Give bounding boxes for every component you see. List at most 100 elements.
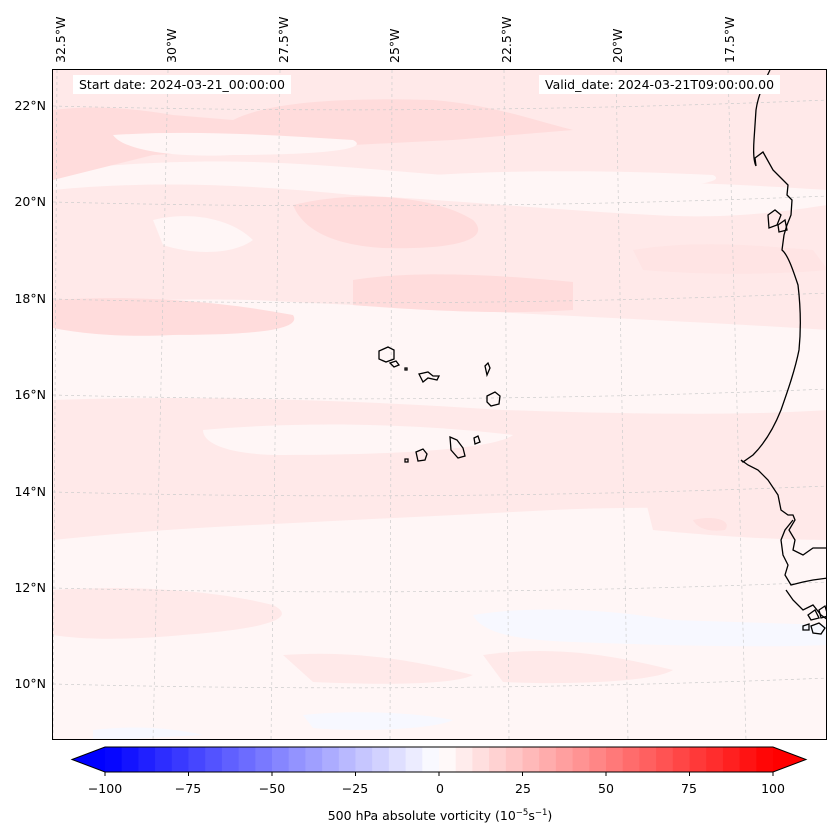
colorbar-segment [338,747,357,772]
parallel-gridline [53,581,826,593]
colorbar [70,746,808,776]
contour-band [53,298,295,336]
colorbar-segment [522,747,540,772]
contour-band [353,274,573,313]
gridlines [53,70,826,739]
parallel-gridline [53,195,826,207]
contour-band [643,487,826,540]
colorbar-extend-max [773,747,806,772]
colorbar-segment [171,747,190,772]
colorbar-segment [455,747,473,772]
contour-band [93,727,203,739]
cape-verde-brava [404,458,409,463]
colorbar-segment [288,747,306,772]
colorbar-segment [121,747,139,772]
colorbar-segment [739,747,757,772]
colorbar-segment [672,747,691,772]
bissagos-island [802,623,810,631]
meridian-gridline [503,70,510,739]
lon-tick-label: 27.5°W [276,16,291,63]
meridian-gridline [152,70,169,739]
colorbar-segment [572,747,590,772]
lon-tick-label: 25°W [387,28,402,63]
contour-band [203,424,513,455]
colorbar-label: 500 hPa absolute vorticity (10−5s−1) [327,808,553,824]
lon-tick-label: 30°W [164,28,179,63]
contour-band [153,216,253,252]
colorbar-segment [505,747,524,772]
cape-verde-island [777,218,788,233]
contour-band [53,184,826,330]
meridian-gridline [727,70,747,739]
colorbar-segment [722,747,741,772]
colorbar-segment [472,747,490,772]
colorbar-tick-label: 100 [761,781,785,796]
cape-verde-sao-nicolau [418,371,441,384]
meridian-gridline [389,70,393,739]
colorbar-segment [589,747,607,772]
cape-verde-sal [484,361,491,378]
lon-tick-label: 32.5°W [53,16,68,63]
colorbar-segment [138,747,156,772]
africa-coastline [785,589,826,620]
colorbar-segment [539,747,557,772]
bissagos-island [810,622,826,635]
cape-verde-sao-vicente [388,360,401,368]
lat-tick-label: 10°N [14,676,46,691]
meridian-gridline [270,70,281,739]
colorbar-tick-label: −75 [174,781,202,796]
colorbar-segment [188,747,206,772]
contour-band [483,650,673,684]
contour-band [473,609,826,647]
contour-band [113,132,357,156]
colorbar-segment [355,747,373,772]
contour-band [293,196,479,249]
contour-band [633,244,826,274]
colorbar-segment [305,747,323,772]
parallel-gridline [53,99,826,111]
africa-coastline [740,70,826,556]
lat-tick-label: 12°N [14,580,46,595]
colorbar-segment [255,747,273,772]
bissagos-island [818,604,826,619]
colorbar-segment [555,747,574,772]
colorbar-segment [489,747,507,772]
colorbar-segment [205,747,223,772]
cape-verde-boa-vista [486,391,501,407]
contour-band [53,588,282,639]
lon-tick-label: 22.5°W [499,16,514,63]
cape-verde-santo-antao [378,346,395,363]
contour-band [303,712,453,730]
colorbar-tick-label: 0 [436,781,444,796]
parallel-gridline [53,485,826,497]
parallel-gridline [53,388,826,400]
contour-band [433,171,717,189]
coastlines [378,70,826,635]
colorbar-segment [388,747,407,772]
lon-tick-label: 20°W [610,28,625,63]
colorbar-segment [439,747,457,772]
colorbar-tick-label: 25 [515,781,531,796]
colorbar-segment [656,747,674,772]
lat-tick-label: 18°N [14,291,46,306]
vorticity-field [53,70,826,739]
contour-bands [53,70,826,739]
start-date-label: Start date: 2024-03-21_00:00:00 [73,75,291,94]
colorbar-segment [221,747,240,772]
colorbar-tick-label: 50 [598,781,614,796]
cape-verde-fogo [415,448,428,462]
colorbar-segment [639,747,657,772]
lat-tick-label: 16°N [14,387,46,402]
colorbar-tick-label: −25 [341,781,369,796]
lat-tick-label: 20°N [14,194,46,209]
map-panel[interactable] [52,69,827,740]
colorbar-segment [155,747,173,772]
colorbar-segment [606,747,624,772]
colorbar-segment [322,747,340,772]
meridian-gridline [53,70,58,739]
colorbar-segment [272,747,290,772]
colorbar-tick-label: −50 [258,781,286,796]
colorbar-extend-min [72,747,105,772]
parallel-gridline [53,677,826,689]
colorbar-segment [105,747,123,772]
